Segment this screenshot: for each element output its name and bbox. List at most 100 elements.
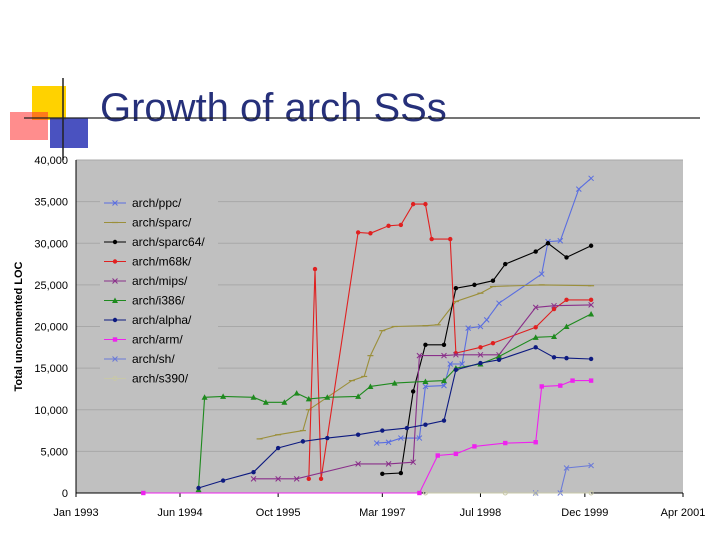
data-point (557, 237, 564, 244)
data-point (496, 357, 502, 362)
data-point (459, 361, 465, 367)
y-tick-label: 30,000 (34, 238, 68, 250)
data-point (250, 475, 257, 482)
data-point (422, 378, 429, 384)
y-tick-label: 20,000 (34, 322, 68, 334)
data-point (112, 239, 118, 245)
data-point (551, 333, 558, 339)
data-point (262, 399, 269, 405)
data-point (551, 306, 557, 312)
data-point (503, 440, 508, 446)
data-point (564, 355, 569, 361)
data-point (490, 340, 496, 346)
data-point (112, 297, 118, 303)
data-point (300, 439, 306, 444)
data-point (196, 485, 201, 491)
data-point (435, 453, 440, 458)
data-point (355, 461, 361, 467)
data-point (453, 286, 459, 291)
data-point (112, 278, 118, 284)
data-point (545, 241, 551, 246)
data-point (533, 490, 539, 496)
legend-entry: arch/sparc64/ (132, 235, 205, 249)
data-point (588, 490, 594, 496)
data-point (551, 302, 557, 309)
data-point (490, 278, 496, 283)
data-point (440, 377, 447, 384)
data-point (312, 266, 318, 272)
data-point (563, 465, 570, 471)
data-point (112, 376, 118, 381)
data-point (423, 422, 428, 427)
deco-red-square (10, 112, 48, 140)
data-point (588, 243, 594, 248)
data-point (503, 261, 508, 267)
legend-entry: arch/arm/ (132, 333, 183, 347)
data-point (220, 393, 227, 399)
y-tick-label: 35,000 (34, 197, 68, 209)
data-point (588, 311, 595, 317)
data-point (112, 337, 118, 342)
data-point (423, 342, 428, 348)
data-point (496, 353, 503, 359)
data-point (441, 382, 447, 389)
data-point (588, 302, 594, 308)
data-point (588, 297, 594, 303)
data-point (533, 345, 538, 350)
data-point (588, 378, 594, 383)
data-point (380, 471, 385, 477)
series-line (253, 304, 592, 480)
x-tick-label: Apr 2001 (661, 507, 706, 519)
data-point (324, 394, 331, 400)
data-point (453, 451, 459, 457)
data-point (355, 230, 361, 235)
data-point (447, 361, 454, 367)
data-point (367, 383, 374, 389)
data-point (112, 200, 118, 206)
data-point (416, 352, 423, 359)
data-point (141, 490, 146, 496)
data-point (220, 478, 226, 483)
data-point (533, 249, 538, 254)
data-point (275, 445, 281, 451)
data-point (305, 395, 312, 402)
series-line (259, 284, 592, 440)
data-point (478, 345, 483, 350)
data-point (355, 393, 362, 399)
series-line (198, 346, 592, 489)
data-point (293, 390, 300, 396)
data-point (532, 304, 539, 311)
legend-entry: arch/i386/ (132, 294, 185, 308)
data-point (398, 470, 404, 476)
data-point (293, 475, 300, 482)
data-point (422, 490, 428, 496)
legend-entry: arch/s390/ (132, 372, 189, 386)
deco-blue-square (50, 118, 88, 148)
data-point (385, 461, 392, 467)
data-point (558, 383, 563, 388)
data-point (417, 490, 422, 496)
data-point (373, 440, 380, 446)
data-point (441, 352, 447, 359)
data-point (453, 351, 459, 358)
data-point (588, 462, 594, 469)
data-point (575, 186, 582, 192)
data-point (477, 351, 484, 358)
series-arch-alpha (196, 345, 594, 491)
data-point (398, 435, 404, 441)
x-tick-label: Oct 1995 (256, 507, 301, 519)
data-point (318, 476, 324, 482)
x-tick-label: Dec 1999 (561, 507, 608, 519)
data-point (355, 432, 361, 437)
data-point (496, 300, 502, 307)
series-arch-s390 (422, 490, 594, 496)
data-point (533, 440, 538, 445)
y-tick-label: 40,000 (34, 155, 68, 167)
data-point (465, 325, 472, 332)
data-point (448, 236, 453, 242)
data-point (539, 384, 544, 389)
data-point (429, 236, 434, 242)
data-point (112, 317, 118, 323)
slide-title: Growth of arch SSs (100, 86, 447, 130)
data-point (112, 356, 118, 362)
